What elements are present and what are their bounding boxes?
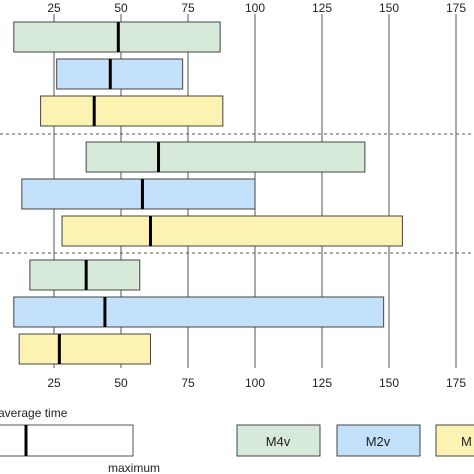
x-tick-top: 25 — [47, 1, 61, 15]
range-bar-m2v — [13, 296, 385, 328]
legend-swatch-m2v — [336, 424, 421, 457]
legend-series-entries: M4v M2v M — [236, 424, 474, 457]
legend-sample-box — [0, 424, 134, 457]
x-tick-top: 125 — [312, 1, 332, 15]
range-bar-m2v — [56, 58, 184, 90]
range-bar-m1v — [18, 333, 151, 365]
x-tick-bottom: 75 — [181, 376, 195, 390]
x-tick-top: 100 — [245, 1, 265, 15]
x-tick-top: 150 — [379, 1, 399, 15]
x-tick-bottom: 125 — [312, 376, 332, 390]
legend-max-label: maximum — [108, 461, 160, 474]
range-bar-m4v — [85, 141, 366, 173]
range-bar-m1v — [40, 95, 224, 127]
x-tick-bottom: 100 — [245, 376, 265, 390]
legend-swatch-m1v — [435, 424, 474, 457]
legend: average time maximum M4v M2v M — [0, 406, 474, 474]
x-tick-bottom: 50 — [114, 376, 128, 390]
x-tick-bottom: 25 — [47, 376, 61, 390]
legend-swatch-m4v — [236, 424, 321, 457]
bars-layer — [13, 21, 403, 365]
range-bar-m2v — [21, 178, 256, 210]
group-separators — [0, 133, 474, 254]
legend-label-m4v: M4v — [266, 434, 291, 449]
legend-avg-label: average time — [0, 406, 68, 420]
x-tick-top: 50 — [114, 1, 128, 15]
x-axis-bottom-ticks: 25 50 75 100 125 150 175 — [47, 376, 466, 390]
x-tick-bottom: 175 — [446, 376, 466, 390]
range-bar-m1v — [61, 215, 403, 247]
x-axis-top-ticks: 25 50 75 100 125 150 175 — [47, 1, 466, 15]
legend-label-m2v: M2v — [366, 434, 391, 449]
legend-label-m1v: M — [461, 434, 472, 449]
x-tick-bottom: 150 — [379, 376, 399, 390]
x-tick-top: 75 — [181, 1, 195, 15]
x-tick-top: 175 — [446, 1, 466, 15]
